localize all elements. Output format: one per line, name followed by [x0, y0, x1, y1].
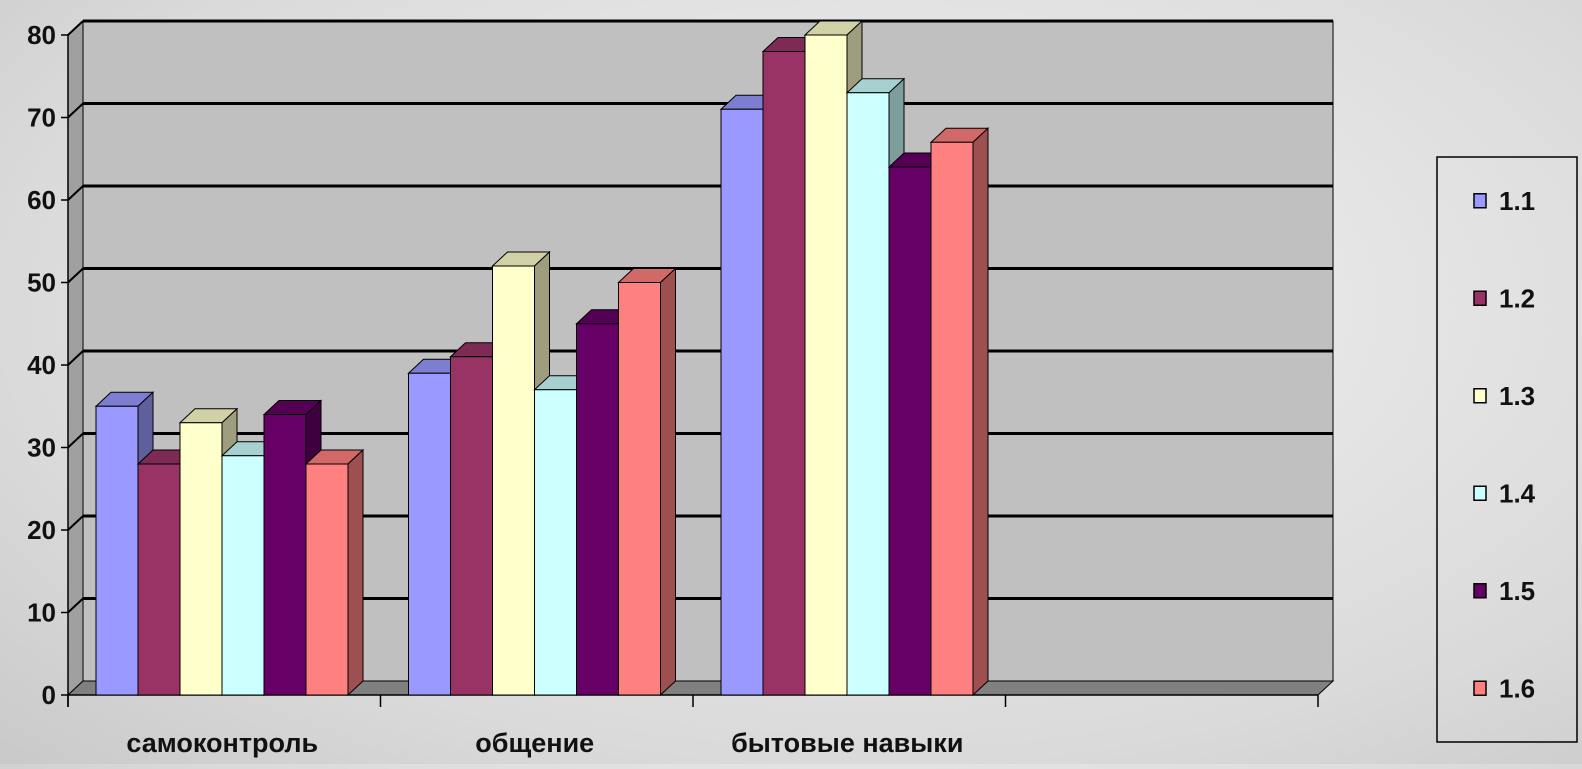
legend-swatch: [1473, 583, 1487, 599]
bar-side: [347, 448, 364, 697]
bar: [304, 448, 365, 697]
legend-label: 1.4: [1499, 478, 1536, 508]
bar-front: [179, 422, 223, 696]
bar-front: [804, 34, 848, 696]
x-tick-label: общение: [475, 728, 594, 758]
bar-front: [221, 455, 265, 696]
bar-front: [534, 389, 577, 696]
legend-item: 1.4: [1473, 478, 1536, 508]
bar-front: [930, 141, 974, 696]
y-tick-label: 60: [27, 185, 56, 215]
bar-front: [305, 463, 349, 696]
y-tick-label: 80: [27, 20, 56, 50]
bar-front: [408, 372, 451, 696]
legend-label: 1.6: [1499, 673, 1535, 703]
legend-label: 1.2: [1499, 283, 1535, 313]
legend-item: 1.3: [1473, 381, 1535, 411]
legend-item: 1.6: [1473, 673, 1535, 703]
x-tick-label: бытовые навыки: [731, 728, 963, 758]
bar-side: [972, 127, 989, 697]
gridline-side: [67, 432, 84, 449]
bar-front: [888, 166, 932, 696]
legend-label: 1.5: [1499, 576, 1535, 606]
legend-swatch: [1473, 485, 1487, 501]
bar-front: [263, 414, 307, 696]
legend-item: 1.1: [1473, 186, 1535, 216]
gridline-side: [67, 515, 84, 531]
legend-box: [1436, 156, 1578, 743]
bar-front: [137, 463, 181, 696]
gridline-side: [67, 267, 84, 284]
gridline-side: [67, 20, 84, 36]
bar-front: [720, 108, 764, 696]
gridline-side: [67, 185, 84, 201]
bar-front: [762, 51, 806, 696]
bar-front: [95, 405, 139, 696]
bar-front: [450, 356, 493, 696]
y-tick-label: 20: [27, 515, 56, 545]
y-tick-label: 40: [27, 350, 56, 380]
gridline-side: [67, 350, 84, 366]
bar-front: [492, 265, 535, 696]
legend-swatch: [1473, 680, 1487, 696]
bar-front: [618, 282, 661, 696]
gridline-side: [67, 597, 84, 614]
legend-label: 1.1: [1499, 186, 1535, 216]
bar-front: [576, 323, 619, 696]
y-tick-label: 0: [42, 680, 56, 710]
x-tick-label: самоконтроль: [126, 728, 318, 758]
bar: [929, 127, 990, 697]
legend-label: 1.3: [1499, 381, 1535, 411]
legend-item: 1.2: [1473, 283, 1535, 313]
legend-swatch: [1473, 290, 1487, 306]
y-tick-label: 10: [27, 598, 56, 628]
bar-side: [660, 267, 676, 697]
y-tick-label: 50: [27, 268, 56, 298]
legend-swatch: [1473, 193, 1487, 209]
legend-swatch: [1473, 388, 1487, 404]
bar: [617, 267, 677, 697]
gridline-side: [67, 102, 84, 119]
y-tick-label: 30: [27, 433, 56, 463]
y-tick-label: 70: [27, 103, 56, 133]
legend-item: 1.5: [1473, 576, 1535, 606]
bar-front: [846, 92, 890, 696]
